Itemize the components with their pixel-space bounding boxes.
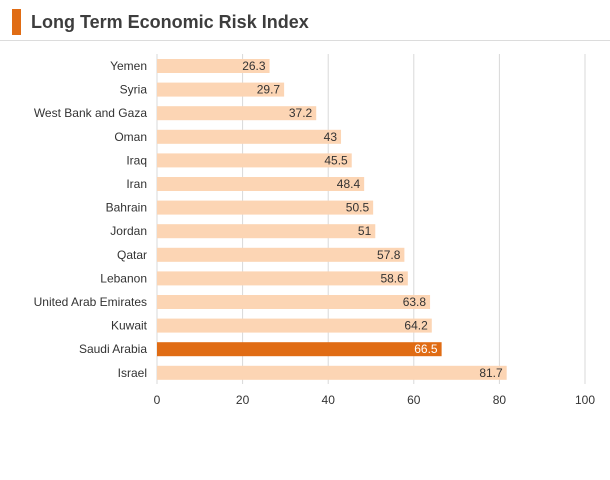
bar [157,224,376,239]
value-label: 43 [324,130,338,144]
category-labels: Yemen Syria West Bank and Gaza Oman Iraq Iran… [34,59,148,380]
category-label: Saudi Arabia [79,342,147,356]
bars [157,59,507,380]
value-label: 37.2 [289,106,313,120]
x-axis-ticks: 0 20 40 60 80 100 [154,393,596,407]
category-label: Bahrain [106,201,147,215]
category-label: Iran [126,177,147,191]
value-label: 66.5 [414,342,438,356]
bar [157,247,405,262]
value-label: 63.8 [403,295,427,309]
value-label: 26.3 [242,59,266,73]
gridlines [156,54,586,384]
value-label: 57.8 [377,248,401,262]
category-label: Lebanon [100,271,147,285]
value-label: 45.5 [324,153,348,167]
chart-header: Long Term Economic Risk Index [12,8,309,36]
bar [157,200,374,215]
value-label: 58.6 [380,271,404,285]
category-label: Kuwait [111,319,148,333]
chart-title: Long Term Economic Risk Index [31,11,309,32]
category-label: Jordan [110,224,147,238]
bar [157,271,408,286]
bar [157,106,317,121]
value-label: 64.2 [404,319,428,333]
category-label: West Bank and Gaza [34,106,148,120]
x-tick-label: 20 [236,393,250,407]
category-label: Yemen [110,59,147,73]
x-tick-label: 100 [575,393,595,407]
value-label: 50.5 [346,201,370,215]
bar [157,318,432,333]
bar [157,59,270,73]
header-divider [0,40,610,41]
category-label: Syria [120,83,148,97]
value-label: 81.7 [479,366,503,380]
x-tick-label: 60 [407,393,421,407]
x-tick-label: 40 [322,393,336,407]
category-label: Iraq [126,153,147,167]
value-labels: 26.3 29.7 37.2 43 45.5 48.4 50.5 51 57.8 58.6 63.8… [242,59,503,380]
title-accent-bar [12,9,21,35]
category-label: Israel [118,366,147,380]
value-label: 51 [358,224,372,238]
bar [157,82,285,97]
bar [157,153,352,168]
bar [157,342,442,357]
bar [157,365,507,380]
bar [157,295,431,309]
value-label: 29.7 [257,83,281,97]
category-label: Oman [114,130,147,144]
bar [157,177,365,191]
bar [157,129,342,144]
x-tick-label: 80 [493,393,507,407]
category-label: Qatar [117,248,147,262]
value-label: 48.4 [337,177,361,191]
category-label: United Arab Emirates [34,295,147,309]
x-tick-label: 0 [154,393,161,407]
